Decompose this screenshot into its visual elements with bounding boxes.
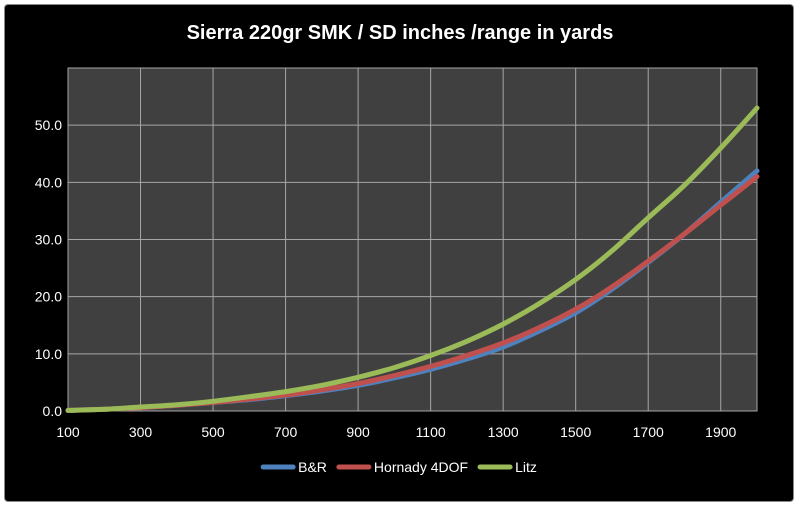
y-tick-label: 50.0 <box>35 117 62 133</box>
x-tick-label: 900 <box>346 424 370 440</box>
legend-label: Hornady 4DOF <box>374 459 468 475</box>
x-axis-ticks: 100 300 500 700 900 1100 1300 1500 1700 1900 <box>56 424 736 440</box>
y-tick-label: 40.0 <box>35 174 62 190</box>
x-tick-label: 1500 <box>560 424 591 440</box>
x-tick-label: 1900 <box>705 424 736 440</box>
x-tick-label: 1700 <box>633 424 664 440</box>
x-tick-label: 500 <box>201 424 225 440</box>
x-tick-label: 700 <box>274 424 298 440</box>
x-tick-label: 1300 <box>488 424 519 440</box>
chart-title: Sierra 220gr SMK / SD inches /range in y… <box>186 22 614 44</box>
y-axis-ticks: 0.0 10.0 20.0 30.0 40.0 50.0 <box>35 117 62 419</box>
legend-label: B&R <box>298 459 327 475</box>
x-tick-label: 1100 <box>416 424 446 440</box>
y-tick-label: 30.0 <box>35 232 62 248</box>
legend-label: Litz <box>515 459 537 475</box>
x-tick-label: 300 <box>129 424 153 440</box>
series-line-litz <box>65 105 760 413</box>
y-tick-label: 10.0 <box>35 346 62 362</box>
series-lines <box>65 105 760 413</box>
y-tick-label: 20.0 <box>35 289 62 305</box>
gridlines <box>67 67 758 412</box>
y-tick-label: 0.0 <box>43 403 63 419</box>
legend: B&R Hornady 4DOF Litz <box>260 459 537 475</box>
x-tick-label: 100 <box>56 424 80 440</box>
